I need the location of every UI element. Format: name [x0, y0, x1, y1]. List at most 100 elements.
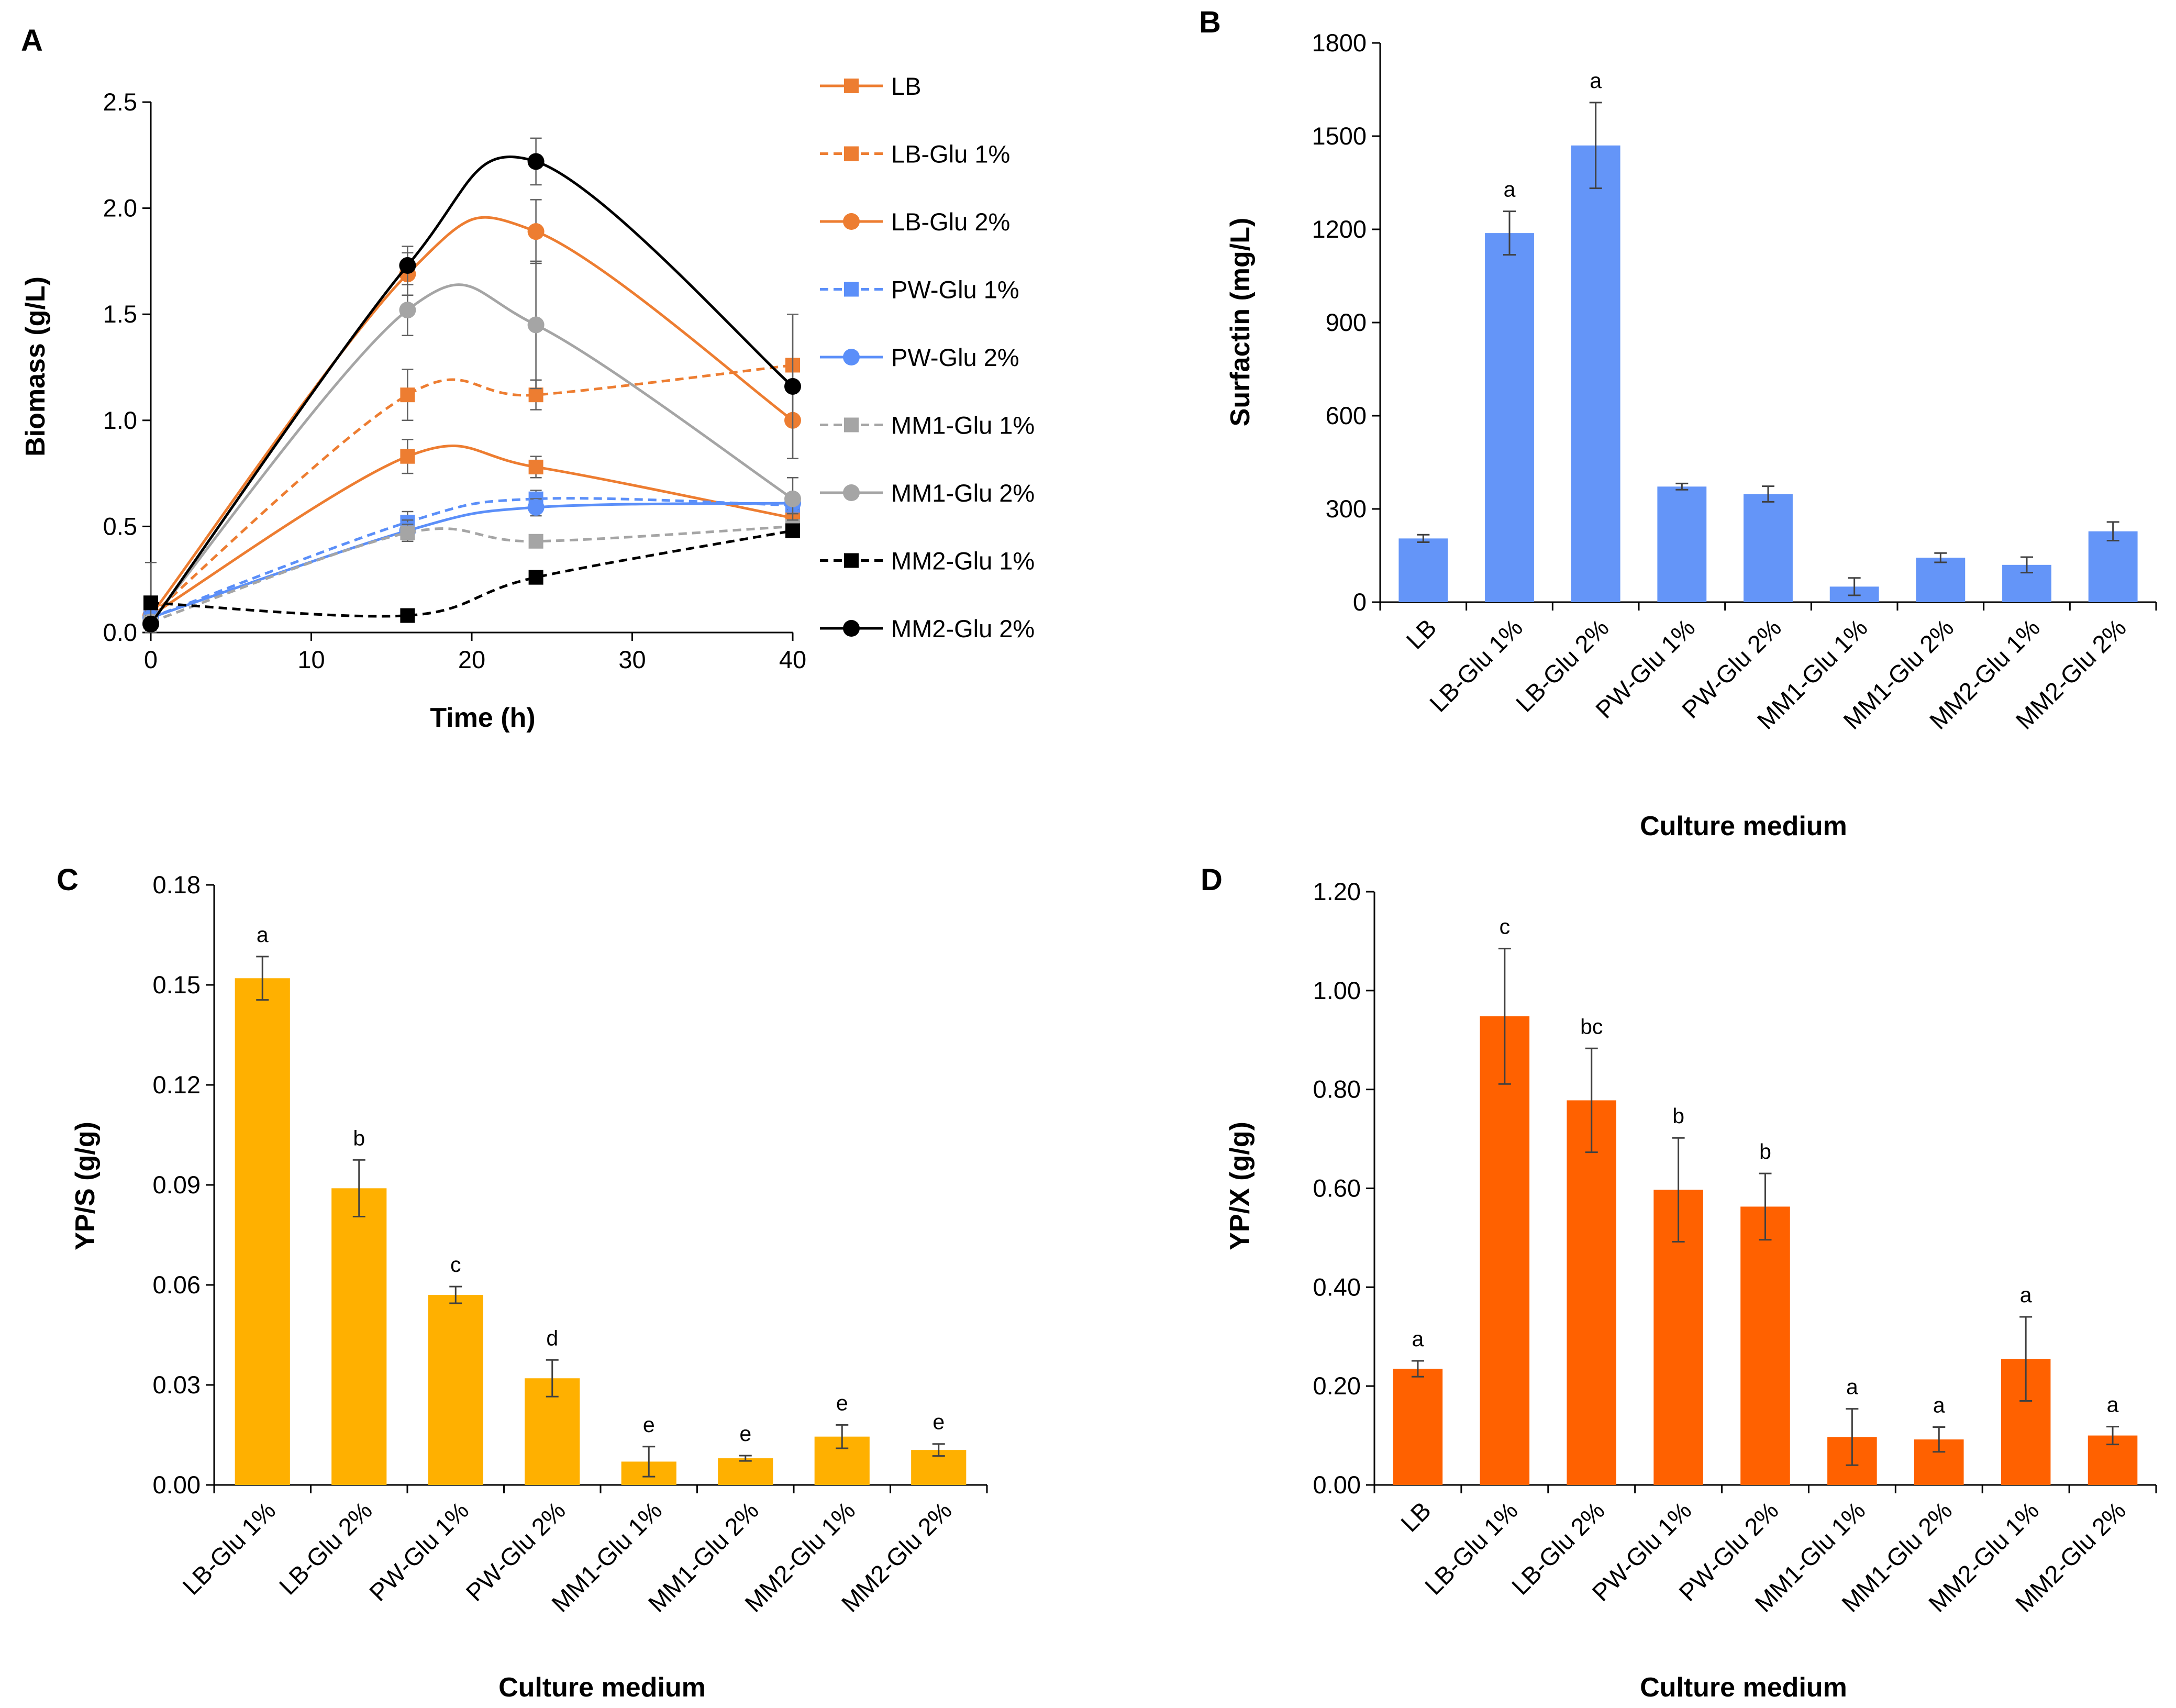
significance-label: a	[1933, 1393, 1945, 1417]
x-tick-label: 40	[779, 646, 806, 673]
y-tick-label: 1.00	[1313, 977, 1361, 1004]
legend-marker	[843, 213, 860, 230]
y-tick-label: 0.00	[153, 1471, 201, 1499]
y-tick-label: 1800	[1312, 29, 1367, 57]
data-point	[400, 608, 415, 623]
legend-label: PW-Glu 1%	[891, 276, 1019, 304]
data-point	[527, 153, 545, 170]
series-line	[150, 216, 794, 617]
bar-pw-glu-1pct	[428, 1295, 483, 1485]
series-line	[150, 525, 793, 624]
bar-lb-glu-2pct	[1567, 1100, 1617, 1485]
y-tick-label: 0.03	[153, 1371, 201, 1399]
series-line	[150, 363, 793, 617]
legend-label: LB	[891, 72, 922, 100]
data-point	[528, 570, 543, 585]
y-tick-label: 600	[1326, 402, 1367, 429]
y-tick-label: 2.5	[103, 88, 137, 116]
x-axis-title: Culture medium	[498, 1672, 706, 1703]
data-point	[399, 302, 416, 319]
data-point	[143, 595, 158, 611]
significance-label: a	[1846, 1375, 1858, 1399]
y-tick-label: 0.40	[1313, 1273, 1361, 1301]
data-point	[528, 387, 543, 403]
bar-lb-glu-1pct	[1485, 233, 1534, 602]
y-tick-label: 1200	[1312, 215, 1367, 243]
significance-label: a	[257, 923, 269, 947]
bar-lb-glu-2pct	[331, 1188, 387, 1485]
data-point	[400, 449, 415, 464]
data-point	[528, 534, 543, 549]
significance-label: a	[2107, 1393, 2119, 1417]
legend-item-mm1-glu-1pct: MM1-Glu 1%	[820, 412, 1035, 439]
y-tick-label: 0.15	[153, 971, 201, 999]
series-line	[150, 283, 794, 623]
panel-letter: B	[1199, 5, 1221, 39]
significance-label: a	[1504, 178, 1516, 202]
x-axis-title: Culture medium	[1640, 811, 1847, 841]
legend-marker	[844, 79, 859, 93]
bar-lb-glu-1pct	[1480, 1016, 1530, 1485]
y-tick-label: 0.20	[1313, 1372, 1361, 1400]
significance-label: c	[450, 1252, 461, 1277]
legend-label: MM2-Glu 2%	[891, 615, 1035, 642]
y-tick-label: 0	[1353, 588, 1367, 616]
series-line	[149, 156, 794, 625]
legend-marker	[843, 349, 860, 365]
y-tick-label: 0.5	[103, 512, 137, 540]
data-point	[400, 525, 415, 540]
bar-pw-glu-1pct	[1657, 486, 1707, 602]
bar-pw-glu-2pct	[1744, 494, 1793, 602]
y-tick-label: 0.12	[153, 1071, 201, 1099]
legend-item-lb: LB	[820, 72, 922, 100]
y-tick-label: 0.0	[103, 618, 137, 646]
significance-label: a	[1590, 69, 1602, 93]
y-axis-title: YP/S (g/g)	[70, 1122, 101, 1250]
legend-marker	[844, 282, 859, 297]
bar-mm1-glu-2pct	[718, 1458, 773, 1485]
legend-label: MM1-Glu 2%	[891, 479, 1035, 507]
data-point	[527, 223, 545, 240]
significance-label: e	[932, 1410, 945, 1434]
y-tick-label: 1.20	[1313, 878, 1361, 905]
bar-mm1-glu-2pct	[1916, 558, 1966, 602]
legend-item-mm2-glu-2pct: MM2-Glu 2%	[820, 615, 1035, 642]
x-tick-label: 30	[618, 646, 646, 673]
legend-marker	[844, 146, 859, 161]
legend-label: LB-Glu 1%	[891, 140, 1010, 168]
data-point	[399, 257, 416, 274]
legend-marker	[843, 620, 860, 637]
data-point	[400, 387, 415, 403]
legend-label: MM2-Glu 1%	[891, 547, 1035, 575]
data-point	[142, 615, 159, 633]
y-axis-title: YP/X (g/g)	[1225, 1122, 1255, 1250]
panel-letter: C	[57, 863, 79, 897]
legend-item-lb-glu-2pct: LB-Glu 2%	[820, 208, 1010, 236]
significance-label: e	[836, 1391, 848, 1415]
bar-lb	[1398, 538, 1448, 602]
y-tick-label: 0.18	[153, 871, 201, 899]
series-mm2-glu-2pct	[142, 137, 801, 633]
panel-a-line-chart: A 0.0 0.5 1.0 1.5 2.0 2.5 0 10 20 30 40 Biomass (g/L…	[20, 24, 1035, 733]
legend-item-pw-glu-1pct: PW-Glu 1%	[820, 276, 1019, 304]
y-tick-label: 900	[1326, 308, 1367, 336]
legend-item-mm2-glu-1pct: MM2-Glu 1%	[820, 547, 1035, 575]
bar-mm2-glu-2pct	[2088, 531, 2138, 602]
data-point	[527, 498, 545, 516]
x-tick-label: 20	[458, 646, 485, 673]
data-point	[527, 316, 545, 334]
y-tick-label: 1500	[1312, 122, 1367, 150]
panel-letter: D	[1201, 863, 1223, 897]
significance-label: b	[353, 1126, 365, 1150]
bar-lb-glu-2pct	[1571, 145, 1620, 602]
y-tick-label: 0.09	[153, 1171, 201, 1199]
significance-label: e	[643, 1413, 655, 1437]
y-tick-label: 300	[1326, 495, 1367, 523]
data-point	[528, 459, 543, 474]
x-tick-label: 10	[297, 646, 325, 673]
y-tick-label: 0.60	[1313, 1174, 1361, 1202]
significance-label: c	[1500, 915, 1511, 939]
y-tick-label: 1.5	[103, 300, 137, 328]
significance-label: b	[1672, 1104, 1684, 1128]
legend-marker	[843, 484, 860, 501]
